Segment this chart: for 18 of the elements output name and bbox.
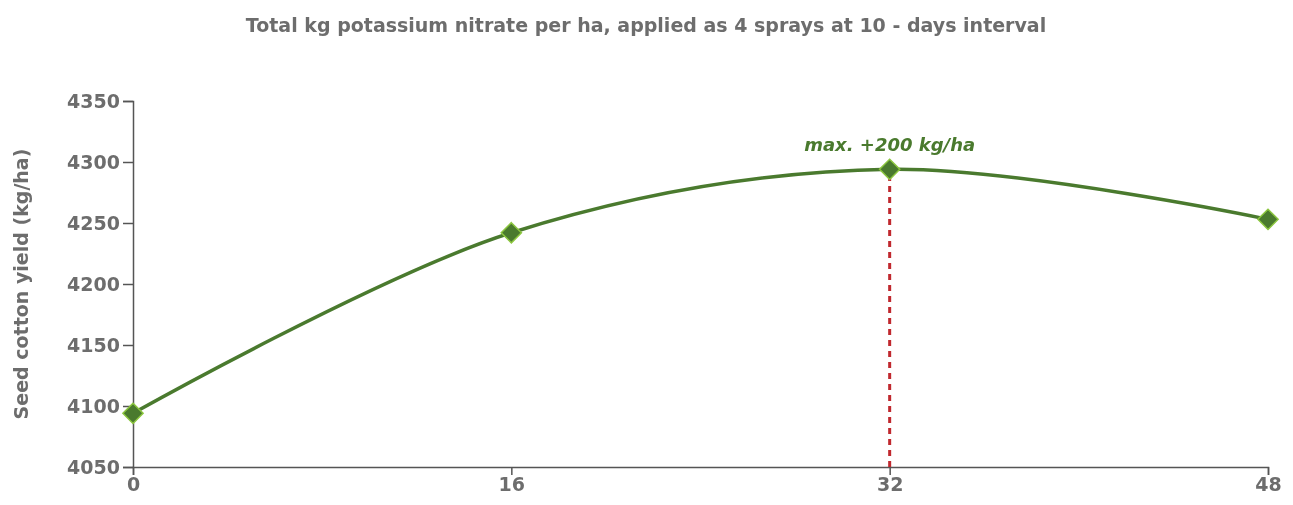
y-tick-label: 4300 — [67, 150, 120, 173]
y-tick-label: 4350 — [67, 89, 120, 112]
chart-title: Total kg potassium nitrate per ha, applied as 4 sprays at 10 - days interval — [245, 14, 1047, 36]
point — [1257, 208, 1279, 231]
y-tick-label: 4250 — [67, 211, 120, 234]
point — [500, 221, 523, 244]
point — [878, 158, 901, 181]
x-tick-label: 32 — [876, 473, 904, 496]
x-tick-label: 16 — [498, 473, 526, 496]
y-tick-label: 4050 — [67, 455, 120, 478]
x-tick-label: 48 — [1255, 473, 1282, 496]
y-axis-title: Seed cotton yield (kg/ha) — [10, 148, 32, 420]
y-tick-label: 4150 — [67, 333, 120, 356]
y-tick-label: 4200 — [67, 272, 120, 295]
annotation: max. +200 kg/ha — [804, 134, 976, 156]
x-tick-label: 0 — [126, 473, 141, 496]
point — [122, 402, 144, 425]
y-tick-label: 4100 — [67, 394, 120, 417]
